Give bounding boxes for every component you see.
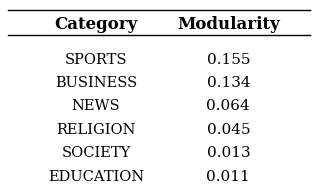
Text: Modularity: Modularity bbox=[177, 16, 280, 33]
Text: NEWS: NEWS bbox=[72, 99, 120, 113]
Text: RELIGION: RELIGION bbox=[56, 123, 136, 137]
Text: 0.155: 0.155 bbox=[207, 53, 250, 67]
Text: 0.011: 0.011 bbox=[206, 170, 250, 183]
Text: 0.134: 0.134 bbox=[206, 76, 250, 90]
Text: SPORTS: SPORTS bbox=[65, 53, 127, 67]
Text: BUSINESS: BUSINESS bbox=[55, 76, 137, 90]
Text: SOCIETY: SOCIETY bbox=[61, 146, 131, 160]
Text: 0.064: 0.064 bbox=[206, 99, 250, 113]
Text: Category: Category bbox=[54, 16, 138, 33]
Text: 0.045: 0.045 bbox=[206, 123, 250, 137]
Text: EDUCATION: EDUCATION bbox=[48, 170, 144, 183]
Text: 0.013: 0.013 bbox=[206, 146, 250, 160]
